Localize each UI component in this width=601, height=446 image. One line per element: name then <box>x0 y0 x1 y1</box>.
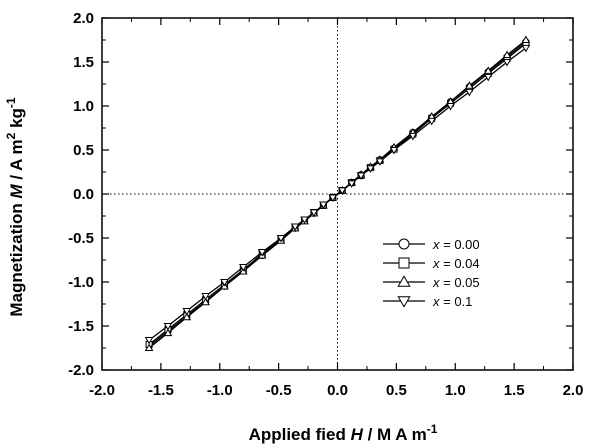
data-point-triangle-down <box>521 44 531 53</box>
legend-label: x = 0.1 <box>432 294 472 309</box>
y-tick-label: -0.5 <box>68 230 94 247</box>
data-point-triangle-down <box>182 307 192 316</box>
series-layer <box>144 35 531 352</box>
data-point-triangle-down <box>375 158 385 166</box>
legend-label: x = 0.00 <box>432 237 480 252</box>
x-tick-label: 1.0 <box>445 382 466 399</box>
data-point-triangle-up <box>521 35 531 44</box>
data-point-triangle-up <box>163 328 173 337</box>
data-point-triangle-down <box>337 187 347 195</box>
data-point-triangle-down <box>144 337 154 345</box>
legend-item-0: x = 0.00 <box>383 237 480 252</box>
data-point-triangle-up <box>144 343 154 352</box>
legend: x = 0.00 x = 0.04 x = 0.05 x = 0.1 <box>383 237 480 309</box>
data-point-triangle-down <box>483 73 493 82</box>
legend-item-3: x = 0.1 <box>383 294 472 309</box>
data-point-triangle-up <box>483 66 493 74</box>
data-point-triangle-down <box>356 172 366 180</box>
x-tick-label: -1.0 <box>207 382 233 399</box>
data-point-triangle-down <box>201 293 210 301</box>
x-tick-label: -2.0 <box>89 382 115 399</box>
legend-marker-triangle-up <box>397 275 411 287</box>
legend-item-2: x = 0.05 <box>383 275 480 290</box>
y-tick-label: 0.5 <box>73 142 94 159</box>
data-point-triangle-up <box>201 297 210 306</box>
data-point-triangle-down <box>163 322 173 331</box>
y-tick-label: 1.5 <box>73 54 94 71</box>
legend-label: x = 0.04 <box>432 256 480 271</box>
y-axis-label: Magnetization M / A m2 kg-1 <box>4 97 26 317</box>
y-tick-label: -2.0 <box>68 362 94 379</box>
y-tick-label: 2.0 <box>73 10 94 27</box>
data-point-triangle-up <box>182 312 192 321</box>
data-point-triangle-down <box>238 263 248 272</box>
x-tick-label: 2.0 <box>563 382 584 399</box>
legend-item-1: x = 0.04 <box>383 256 480 271</box>
data-point-triangle-down <box>427 117 437 126</box>
data-point-triangle-down <box>300 216 309 224</box>
legend-marker-triangle-down <box>397 296 411 308</box>
legend-marker-circle <box>398 238 410 250</box>
data-point-triangle-down <box>502 58 512 67</box>
x-tick-label: 1.5 <box>504 382 525 399</box>
y-tick-label: -1.5 <box>68 318 94 335</box>
data-point-triangle-up <box>502 50 512 59</box>
data-point-triangle-down <box>366 165 375 173</box>
y-tick-label: 1.0 <box>73 98 94 115</box>
data-point-triangle-down <box>276 234 286 243</box>
y-tick-label: 0.0 <box>73 186 94 203</box>
legend-marker-square <box>398 257 410 269</box>
data-point-triangle-up <box>465 81 474 89</box>
x-axis-label: Applied fied H / M A m-1 <box>249 422 438 444</box>
x-tick-label: -0.5 <box>266 382 292 399</box>
data-point-triangle-down <box>446 102 455 111</box>
data-point-triangle-down <box>328 194 338 202</box>
data-point-triangle-down <box>257 249 267 257</box>
data-point-triangle-down <box>408 132 418 141</box>
y-tick-label: -1.0 <box>68 274 94 291</box>
axis-ticks: -2.0 -1.5 -1.0 -0.5 0.0 0.5 1.0 1.5 2.0 -2.0 -1.5 -… <box>68 10 583 399</box>
x-tick-label: -1.5 <box>148 382 174 399</box>
x-tick-label: 0.5 <box>386 382 407 399</box>
data-point-triangle-down <box>389 146 399 155</box>
data-point-triangle-down <box>465 88 474 97</box>
data-point-triangle-down <box>347 180 356 188</box>
data-point-triangle-down <box>290 223 300 232</box>
data-point-triangle-down <box>220 278 229 287</box>
x-tick-label: 0.0 <box>327 382 348 399</box>
data-point-triangle-down <box>309 209 319 217</box>
series-3 <box>144 44 531 345</box>
legend-label: x = 0.05 <box>432 275 480 290</box>
data-point-triangle-down <box>319 201 328 210</box>
